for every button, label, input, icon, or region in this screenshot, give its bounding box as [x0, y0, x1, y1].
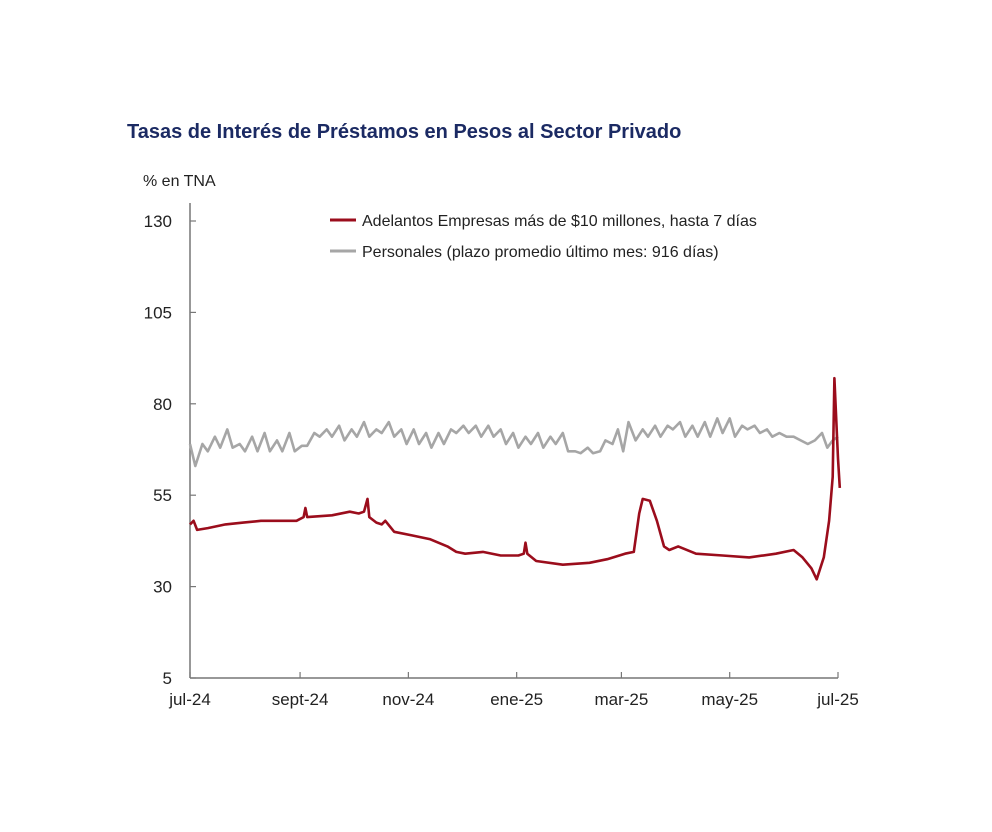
x-tick-label: may-25	[701, 690, 758, 709]
y-tick-label: 105	[144, 303, 172, 322]
y-tick-label: 5	[163, 669, 172, 688]
x-tick-label: sept-24	[272, 690, 329, 709]
y-tick-label: 55	[153, 486, 172, 505]
series-line-adelantos	[189, 376, 842, 581]
x-tick-label: ene-25	[490, 690, 543, 709]
series-line-personales	[188, 417, 839, 468]
x-tick-label: nov-24	[382, 690, 434, 709]
x-tick-label: jul-25	[816, 690, 859, 709]
x-tick-label: mar-25	[594, 690, 648, 709]
y-tick-label: 30	[153, 578, 172, 597]
y-tick-label: 80	[153, 395, 172, 414]
legend-label: Personales (plazo promedio último mes: 9…	[362, 244, 719, 261]
legend-label: Adelantos Empresas más de $10 millones, …	[362, 213, 757, 230]
y-tick-label: 130	[144, 212, 172, 231]
y-axis-label: % en TNA	[143, 173, 216, 190]
chart-title: Tasas de Interés de Préstamos en Pesos a…	[127, 121, 682, 143]
x-tick-label: jul-24	[168, 690, 211, 709]
